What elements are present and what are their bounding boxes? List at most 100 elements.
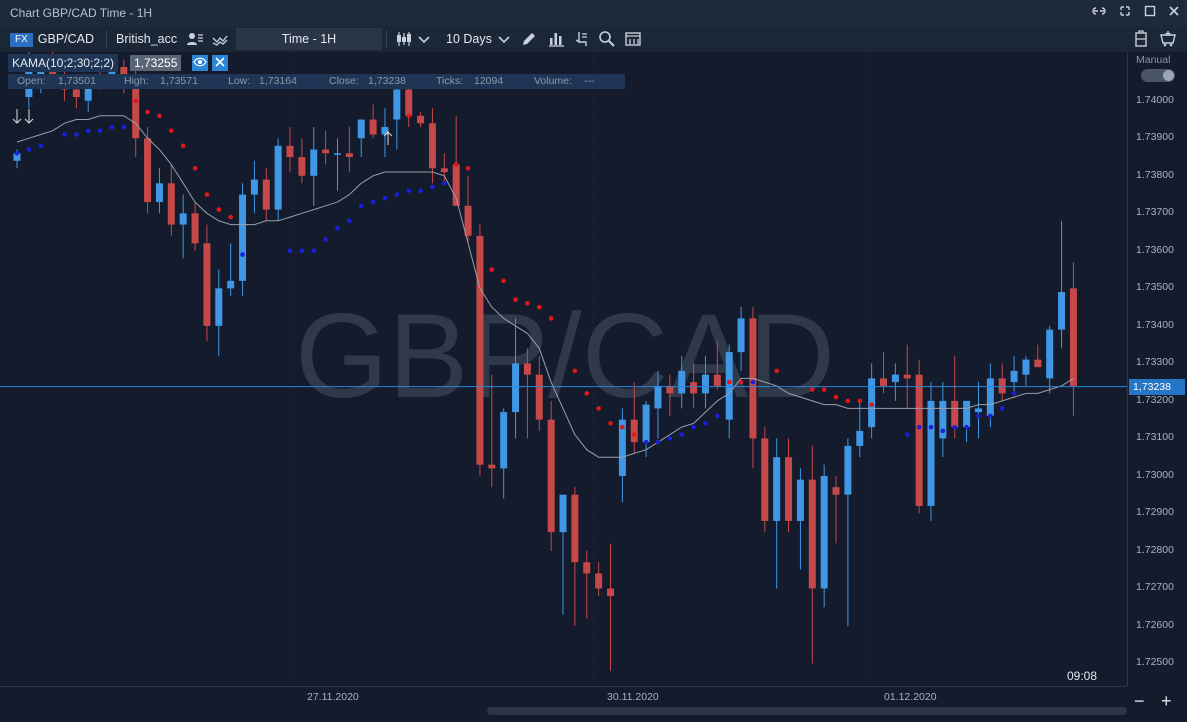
candle-bull[interactable]: [84, 85, 92, 101]
candle-bull[interactable]: [13, 153, 21, 161]
candle-bear[interactable]: [1069, 288, 1077, 386]
maximize-icon[interactable]: [1141, 4, 1159, 22]
candle-bull[interactable]: [820, 475, 828, 589]
user-list-icon[interactable]: [185, 29, 205, 49]
candle-bear[interactable]: [1034, 359, 1042, 368]
candle-bear[interactable]: [998, 378, 1006, 394]
symbol-selector[interactable]: FX GBP/CAD: [10, 28, 94, 50]
account-selector[interactable]: British_acc: [116, 28, 177, 50]
candle-bear[interactable]: [547, 419, 555, 533]
scrollbar-thumb[interactable]: [487, 707, 1127, 715]
candle-bear[interactable]: [583, 562, 591, 574]
close-icon[interactable]: [1165, 4, 1183, 22]
candle-bear[interactable]: [72, 89, 80, 98]
candle-bull[interactable]: [1010, 370, 1018, 383]
candle-bear[interactable]: [167, 183, 175, 225]
candle-bear[interactable]: [464, 205, 472, 236]
candle-bull[interactable]: [1022, 359, 1030, 375]
candle-bull[interactable]: [393, 89, 401, 120]
candle-bear[interactable]: [607, 588, 614, 596]
zoom-in-icon[interactable]: +: [1161, 691, 1172, 711]
candle-bear[interactable]: [144, 138, 152, 203]
candle-bull[interactable]: [227, 280, 235, 289]
bars-icon[interactable]: [546, 29, 566, 49]
candle-bear[interactable]: [476, 235, 484, 465]
candle-bear[interactable]: [523, 363, 531, 375]
candle-bull[interactable]: [250, 179, 258, 195]
candle-bull[interactable]: [559, 494, 567, 533]
candle-bull[interactable]: [773, 457, 781, 521]
candle-bear[interactable]: [880, 378, 888, 386]
candle-bull[interactable]: [1046, 329, 1054, 379]
candle-bull[interactable]: [678, 370, 686, 394]
pointer-icon[interactable]: [571, 29, 591, 49]
candle-bear[interactable]: [345, 153, 353, 158]
candle-bull[interactable]: [239, 194, 247, 281]
indicator-label[interactable]: KAMA(10;2;30;2;2): [8, 54, 119, 72]
candle-bull[interactable]: [1058, 292, 1066, 330]
candle-bull[interactable]: [654, 385, 662, 409]
restore-icon[interactable]: [1116, 4, 1134, 22]
candle-bear[interactable]: [286, 145, 294, 158]
candle-bull[interactable]: [500, 412, 508, 469]
candle-bear[interactable]: [452, 164, 460, 206]
candle-bear[interactable]: [488, 464, 496, 469]
candle-bear[interactable]: [690, 382, 698, 394]
candle-bear[interactable]: [417, 115, 425, 124]
candle-bull[interactable]: [856, 430, 864, 446]
price-axis[interactable]: Manual 1.74000 1.73900 1.73800 1.73700 1.736…: [1127, 52, 1187, 686]
candle-bear[interactable]: [132, 82, 140, 139]
manual-scale-toggle[interactable]: [1141, 69, 1175, 82]
candle-bull[interactable]: [274, 145, 282, 210]
candle-bull[interactable]: [179, 213, 187, 225]
candle-bear[interactable]: [535, 374, 543, 420]
candle-bear[interactable]: [832, 487, 840, 495]
candle-bull[interactable]: [796, 479, 804, 521]
candle-bear[interactable]: [203, 243, 211, 326]
candlestick-plot[interactable]: GBP/CAD: [0, 52, 1127, 686]
candle-bear[interactable]: [322, 149, 330, 154]
timeframe-selector[interactable]: Time - 1H: [236, 28, 382, 50]
candle-bull[interactable]: [844, 445, 852, 495]
eye-icon[interactable]: [192, 55, 208, 71]
candle-bear[interactable]: [405, 89, 413, 116]
close-indicator-icon[interactable]: [212, 55, 228, 71]
search-icon[interactable]: [597, 29, 617, 49]
candle-bear[interactable]: [666, 385, 674, 394]
candle-bull[interactable]: [215, 288, 223, 326]
candle-bull[interactable]: [737, 318, 745, 353]
candle-bull[interactable]: [357, 119, 365, 139]
candle-bull[interactable]: [310, 149, 318, 176]
candle-bull[interactable]: [986, 378, 994, 416]
candle-bull[interactable]: [963, 400, 971, 428]
candle-bear[interactable]: [595, 573, 603, 589]
candle-bear[interactable]: [298, 157, 306, 176]
screenshot-icon[interactable]: [623, 29, 643, 49]
candle-bull[interactable]: [512, 363, 520, 413]
basket-icon[interactable]: [1158, 29, 1178, 49]
candle-bull[interactable]: [927, 400, 935, 506]
draw-pencil-icon[interactable]: [519, 29, 539, 49]
candle-bear[interactable]: [571, 494, 579, 563]
chart-canvas[interactable]: GBP/CAD: [0, 52, 1127, 686]
candle-bull[interactable]: [381, 127, 389, 135]
candle-bull[interactable]: [333, 153, 341, 155]
horizontal-scrollbar[interactable]: [0, 704, 1127, 722]
candle-bear[interactable]: [262, 179, 270, 210]
clipboard-icon[interactable]: [1131, 29, 1151, 49]
link-icon[interactable]: [1090, 4, 1108, 22]
candle-bull[interactable]: [891, 374, 899, 383]
candle-bear[interactable]: [440, 168, 448, 173]
range-selector[interactable]: 10 Days: [437, 28, 515, 50]
candle-bull[interactable]: [701, 374, 709, 394]
candle-bear[interactable]: [808, 479, 816, 589]
zoom-out-icon[interactable]: −: [1134, 691, 1145, 711]
time-axis[interactable]: 27.11.2020 30.11.2020 01.12.2020: [0, 686, 1127, 705]
candle-bull[interactable]: [642, 404, 650, 443]
candle-bull[interactable]: [618, 419, 626, 476]
candle-bear[interactable]: [713, 374, 721, 386]
candle-bull[interactable]: [939, 400, 947, 439]
candle-bear[interactable]: [915, 374, 923, 506]
candle-bull[interactable]: [155, 183, 163, 203]
candle-bear[interactable]: [785, 457, 793, 521]
